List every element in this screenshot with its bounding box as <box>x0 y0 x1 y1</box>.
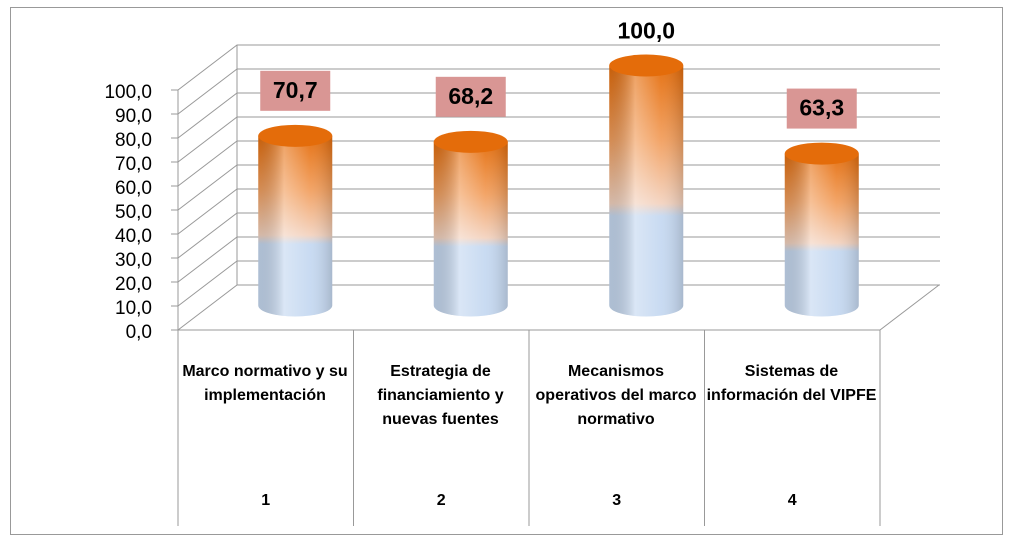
y-tick-label: 70,0 <box>115 154 152 175</box>
x-group-label: 2 <box>437 492 446 509</box>
value-label: 68,2 <box>448 83 493 109</box>
bar-part <box>609 65 684 317</box>
x-group-label: 4 <box>788 492 797 509</box>
x-tick-label: Marco normativo y su implementación <box>182 363 348 404</box>
value-label-box <box>260 70 331 111</box>
y-tick-label: 40,0 <box>115 226 152 247</box>
grid-line <box>177 92 940 139</box>
x-group-label: 1 <box>261 492 270 509</box>
y-tick-label: 20,0 <box>115 274 152 295</box>
grid-line <box>177 284 940 331</box>
x-tick-label: Mecanismos operativos del marco normativ… <box>535 363 697 428</box>
y-tick-label: 90,0 <box>115 106 152 127</box>
bar-part <box>784 153 859 317</box>
y-tick-label: 50,0 <box>115 202 152 223</box>
bar <box>609 54 684 317</box>
grid-line <box>177 188 940 235</box>
x-tick-label: Estrategia de financiamiento y nuevas fu… <box>377 363 504 428</box>
grid-line <box>177 212 940 259</box>
bar-part <box>609 54 684 77</box>
grid-line <box>177 44 940 91</box>
value-label-box <box>786 88 857 129</box>
y-tick-label: 0,0 <box>126 322 152 343</box>
bar <box>784 142 859 317</box>
x-tick-label: Sistemas de información del VIPFE <box>706 363 877 404</box>
frame <box>10 7 1003 535</box>
value-label: 70,7 <box>273 77 318 103</box>
bar <box>258 124 333 317</box>
bar-part <box>433 141 508 317</box>
y-tick-label: 10,0 <box>115 298 152 319</box>
bar <box>433 130 508 317</box>
y-tick-label: 60,0 <box>115 178 152 199</box>
value-label: 63,3 <box>799 95 844 121</box>
grid-line <box>177 140 940 187</box>
grid-line <box>177 116 940 163</box>
bar-part <box>784 142 859 165</box>
bar-part <box>258 135 333 317</box>
grid-line <box>177 164 940 211</box>
y-tick-label: 30,0 <box>115 250 152 271</box>
x-group-label: 3 <box>612 492 621 509</box>
y-tick-label: 100,0 <box>104 82 152 103</box>
bar-part <box>258 124 333 147</box>
value-label-box <box>435 76 506 117</box>
grid-line <box>177 260 940 307</box>
value-label: 100,0 <box>617 18 675 44</box>
grid-line <box>177 68 940 115</box>
y-tick-label: 80,0 <box>115 130 152 151</box>
bar-part <box>433 130 508 153</box>
grid-line <box>177 236 940 283</box>
